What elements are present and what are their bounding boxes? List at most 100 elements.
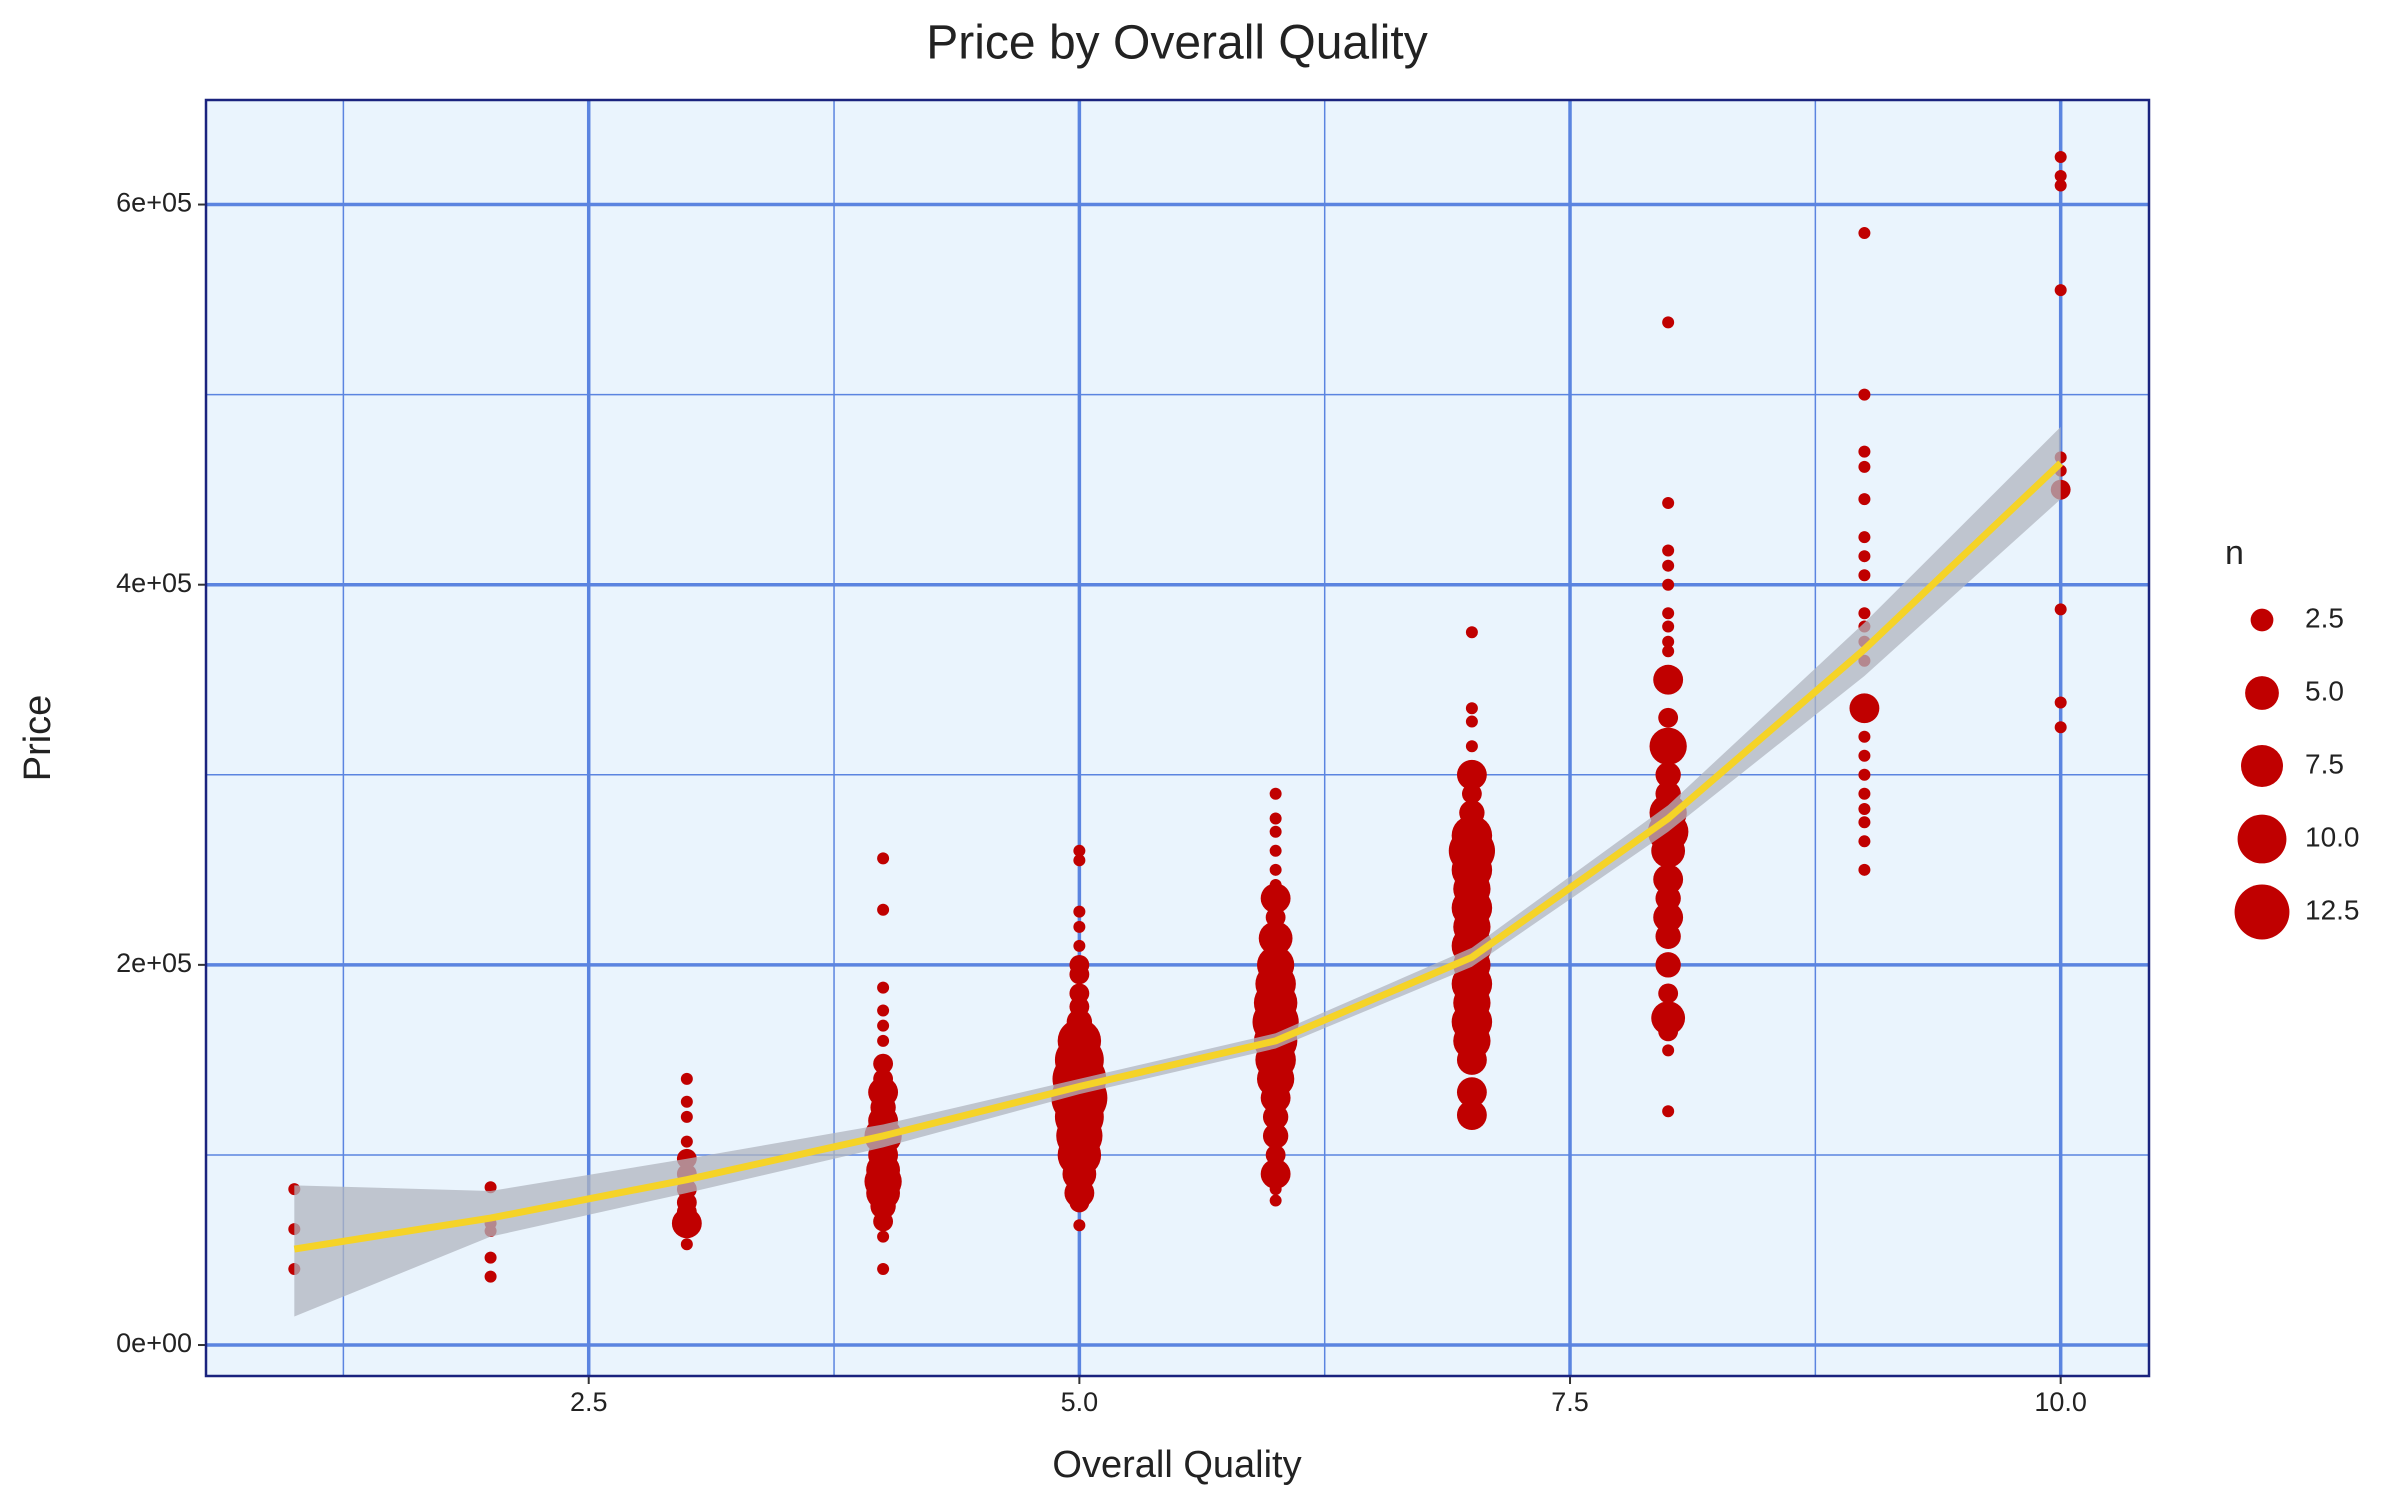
- point: [877, 1034, 890, 1047]
- point: [1655, 923, 1681, 950]
- point: [1260, 1082, 1291, 1113]
- point: [1662, 496, 1675, 509]
- legend-label: 5.0: [2305, 675, 2344, 706]
- point: [1858, 388, 1871, 401]
- point: [1662, 1105, 1675, 1118]
- y-tick-label: 0e+00: [116, 1328, 192, 1358]
- point: [2054, 179, 2067, 192]
- point: [1456, 1100, 1487, 1130]
- point: [1069, 1192, 1090, 1213]
- point: [877, 1004, 890, 1017]
- point: [1858, 787, 1871, 800]
- point: [877, 852, 890, 865]
- point: [1262, 1104, 1289, 1130]
- point: [2054, 721, 2067, 734]
- point: [2054, 151, 2067, 164]
- legend-key: [2234, 884, 2290, 940]
- point: [1456, 1044, 1487, 1075]
- point: [1269, 844, 1282, 857]
- legend-key: [2245, 676, 2279, 710]
- point: [1651, 833, 1686, 868]
- point: [1662, 607, 1675, 620]
- point: [870, 1193, 896, 1219]
- point: [1465, 702, 1478, 715]
- point: [1858, 227, 1871, 240]
- legend-key: [2250, 608, 2274, 632]
- y-tick-label: 2e+05: [116, 948, 192, 978]
- plot-panel: [206, 100, 2149, 1376]
- point: [1465, 740, 1478, 753]
- point: [1653, 864, 1684, 895]
- point: [877, 1262, 890, 1275]
- y-tick-label: 6e+05: [116, 188, 192, 218]
- point: [1653, 902, 1684, 933]
- point: [1269, 863, 1282, 876]
- legend-key: [2240, 744, 2284, 788]
- point: [1073, 905, 1086, 918]
- point: [1662, 635, 1675, 648]
- point: [1858, 493, 1871, 506]
- point: [1269, 1183, 1282, 1196]
- point: [680, 1135, 693, 1148]
- point: [680, 1238, 693, 1251]
- point: [1655, 952, 1681, 978]
- point: [1456, 759, 1487, 790]
- point: [1456, 1077, 1487, 1108]
- point: [1269, 812, 1282, 825]
- x-tick-label: 5.0: [1061, 1387, 1099, 1417]
- point: [671, 1208, 702, 1239]
- x-tick-label: 10.0: [2034, 1387, 2087, 1417]
- point: [1658, 983, 1679, 1004]
- y-tick-label: 4e+05: [116, 568, 192, 598]
- point: [1858, 569, 1871, 582]
- point: [1258, 921, 1293, 956]
- point: [1662, 645, 1675, 658]
- point: [1858, 816, 1871, 829]
- point: [1658, 1021, 1679, 1042]
- point: [1858, 835, 1871, 848]
- point: [1662, 620, 1675, 633]
- point: [1649, 727, 1687, 765]
- point: [877, 1230, 890, 1243]
- point: [873, 1211, 894, 1232]
- point: [1069, 964, 1090, 985]
- legend-label: 7.5: [2305, 748, 2344, 779]
- legend-title: n: [2225, 534, 2244, 572]
- point: [1073, 1219, 1086, 1232]
- point: [1662, 1044, 1675, 1057]
- point: [1260, 1159, 1291, 1189]
- point: [1858, 730, 1871, 743]
- point: [1073, 854, 1086, 867]
- point: [1655, 762, 1681, 788]
- y-axis-title: Price: [17, 695, 59, 782]
- point: [873, 1053, 894, 1074]
- point: [1260, 883, 1291, 914]
- point: [2054, 170, 2067, 183]
- point: [877, 1019, 890, 1032]
- point: [680, 1072, 693, 1085]
- point: [1858, 749, 1871, 762]
- point: [1849, 693, 1880, 724]
- point: [1858, 802, 1871, 815]
- point: [1465, 715, 1478, 728]
- point: [1269, 825, 1282, 838]
- point: [1858, 445, 1871, 458]
- plot-border: [204, 98, 2151, 1378]
- point: [1858, 460, 1871, 473]
- smooth-line: [293, 460, 2064, 1253]
- point: [1262, 1123, 1289, 1149]
- point: [2054, 603, 2067, 616]
- legend-key: [2237, 814, 2287, 864]
- point: [1269, 787, 1282, 800]
- point: [680, 1110, 693, 1123]
- point: [1073, 920, 1086, 933]
- point: [1653, 664, 1684, 695]
- legend-label: 10.0: [2305, 821, 2360, 852]
- point: [1269, 1194, 1282, 1207]
- x-axis-title: Overall Quality: [1052, 1444, 1301, 1486]
- point: [1461, 783, 1482, 804]
- point: [1662, 316, 1675, 329]
- point: [1858, 550, 1871, 563]
- point: [1858, 768, 1871, 781]
